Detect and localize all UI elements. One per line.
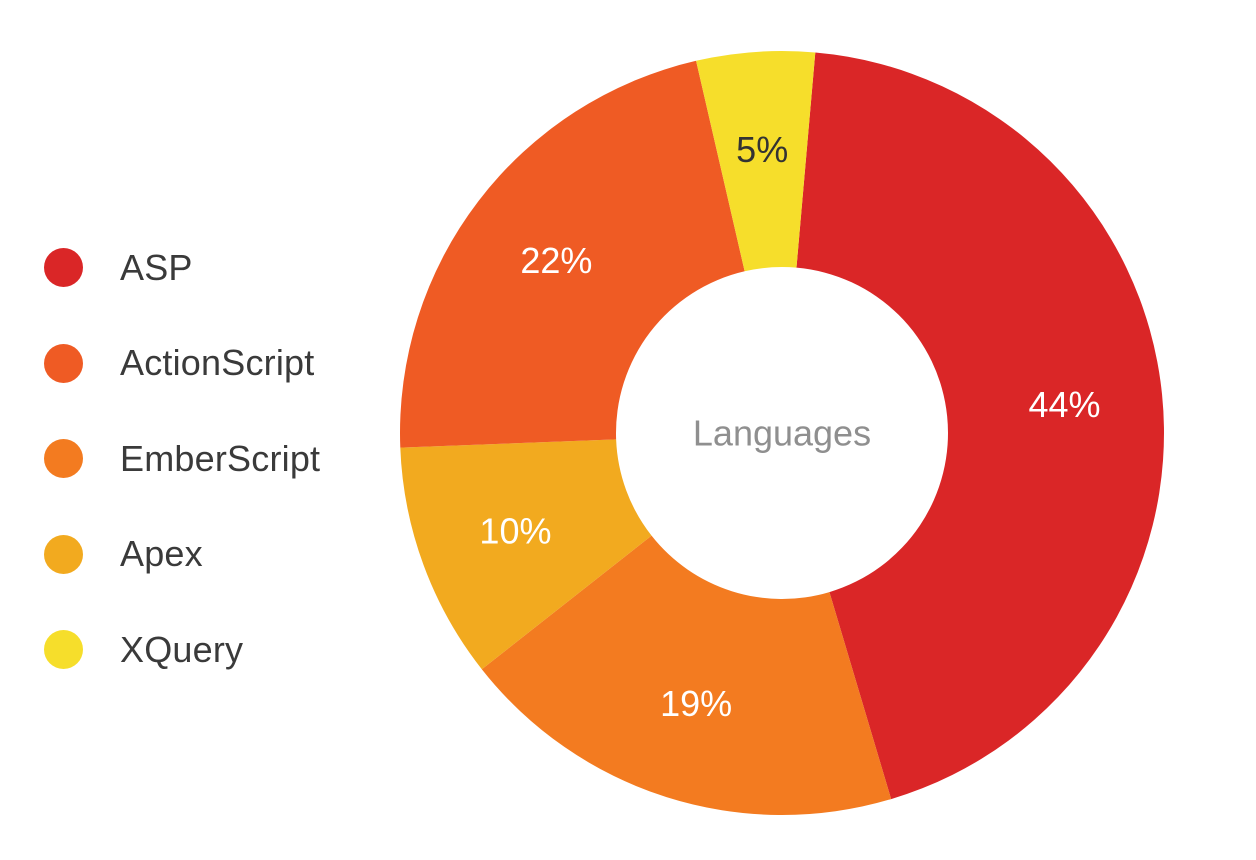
legend-item-xquery: XQuery xyxy=(44,602,320,698)
legend-item-asp: ASP xyxy=(44,220,320,316)
legend-label-actionscript: ActionScript xyxy=(120,342,315,384)
slice-xquery xyxy=(696,51,816,272)
slice-apex xyxy=(400,439,652,670)
slice-label-emberscript: 19% xyxy=(660,683,732,724)
legend-swatch-apex xyxy=(44,534,83,574)
legend-label-xquery: XQuery xyxy=(120,628,244,670)
legend-swatch-xquery xyxy=(44,630,83,670)
slice-emberscript xyxy=(481,535,892,815)
legend-item-actionscript: ActionScript xyxy=(44,316,320,412)
legend-item-apex: Apex xyxy=(44,507,320,603)
slice-label-xquery: 5% xyxy=(736,129,788,170)
center-label: Languages xyxy=(693,413,871,454)
legend-swatch-asp xyxy=(44,248,83,288)
slice-label-asp: 44% xyxy=(1029,384,1101,425)
slice-asp xyxy=(796,52,1165,800)
legend-label-apex: Apex xyxy=(120,533,203,575)
legend-label-emberscript: EmberScript xyxy=(120,437,321,479)
donut-slices xyxy=(400,51,1165,815)
slice-label-actionscript: 22% xyxy=(520,240,592,281)
legend-swatch-emberscript xyxy=(44,439,83,479)
legend-label-asp: ASP xyxy=(120,246,193,288)
legend-swatch-actionscript xyxy=(44,343,83,383)
chart-legend: ASP ActionScript EmberScript Apex XQuery xyxy=(44,220,320,698)
donut-slice-labels: 44% 19% 10% 22% 5% xyxy=(479,129,1100,724)
slice-label-apex: 10% xyxy=(479,511,551,552)
legend-item-emberscript: EmberScript xyxy=(44,411,320,507)
slice-actionscript xyxy=(400,60,745,448)
